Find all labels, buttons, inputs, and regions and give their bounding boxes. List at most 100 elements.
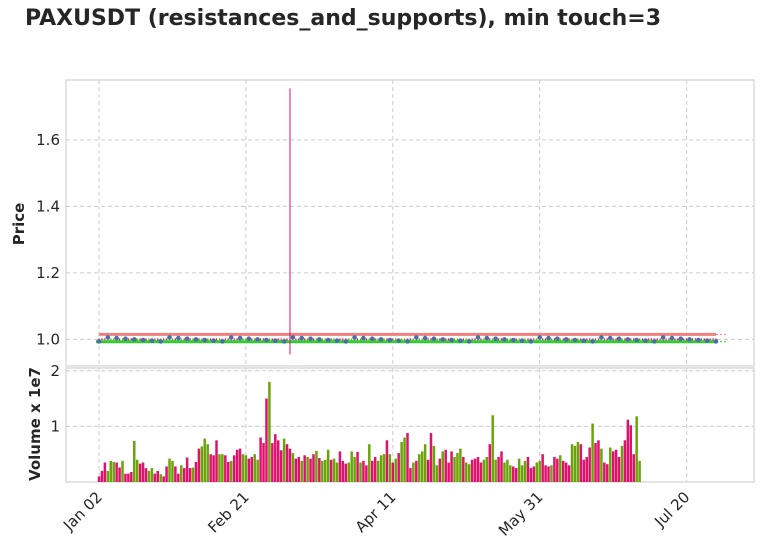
- volume-bar: [426, 459, 430, 482]
- price-axis-label: Price: [10, 203, 28, 246]
- touch-marker: [449, 337, 454, 343]
- volume-bar: [329, 459, 333, 482]
- volume-bar: [588, 447, 591, 482]
- volume-bar: [121, 460, 124, 482]
- volume-bar: [467, 464, 471, 482]
- volume-bar: [394, 458, 397, 482]
- volume-bar: [620, 445, 624, 482]
- volume-bar: [174, 466, 177, 482]
- volume-bar: [429, 433, 433, 482]
- x-tick-label: Apr 11: [352, 488, 400, 536]
- volume-bar: [491, 415, 494, 482]
- volume-bar: [479, 462, 483, 482]
- price-tick-label: 1.2: [36, 264, 60, 282]
- volume-bar: [406, 433, 409, 482]
- volume-bar: [265, 398, 268, 482]
- touch-marker: [140, 337, 146, 343]
- volume-bar: [97, 476, 101, 482]
- touch-marker: [669, 335, 675, 341]
- volume-bar: [409, 468, 412, 482]
- volume-bar: [359, 462, 362, 482]
- touch-marker: [458, 338, 463, 344]
- volume-bar: [553, 456, 556, 482]
- volume-bar: [638, 460, 641, 482]
- volume-bar: [150, 468, 154, 482]
- touch-marker: [369, 336, 375, 342]
- volume-bar: [350, 451, 353, 482]
- touch-marker: [317, 337, 322, 342]
- volume-bar: [347, 462, 350, 482]
- touch-marker: [96, 339, 102, 344]
- touch-marker: [361, 335, 366, 341]
- touch-marker: [502, 337, 507, 342]
- volume-bar: [229, 460, 233, 482]
- touch-marker: [405, 339, 410, 344]
- volume-bar: [362, 460, 365, 482]
- touch-marker: [158, 339, 163, 344]
- touch-marker: [414, 335, 419, 340]
- volume-bar: [168, 458, 171, 482]
- volume-bar: [338, 451, 342, 482]
- volume-bar: [623, 440, 627, 482]
- volume-bar: [576, 441, 580, 482]
- volume-bar: [262, 443, 265, 482]
- volume-bar: [597, 440, 600, 482]
- touch-marker: [422, 335, 428, 341]
- volume-bar: [188, 468, 192, 482]
- volume-bar: [180, 465, 183, 482]
- touch-marker: [281, 339, 287, 344]
- volume-bar: [323, 459, 327, 482]
- volume-panel: 12: [50, 362, 755, 483]
- volume-bar: [209, 454, 212, 482]
- volume-bar: [582, 459, 586, 482]
- volume-bar: [594, 443, 597, 482]
- volume-bar: [506, 459, 509, 482]
- volume-bar: [635, 416, 638, 482]
- touch-marker: [581, 338, 587, 344]
- volume-bar: [617, 456, 621, 482]
- touch-marker: [634, 337, 639, 343]
- volume-bar: [370, 460, 374, 482]
- touch-marker: [563, 337, 569, 342]
- volume-bar: [611, 451, 615, 482]
- touch-marker: [493, 336, 498, 342]
- volume-bar: [573, 445, 577, 482]
- touch-marker: [713, 339, 719, 344]
- volume-bar: [321, 460, 324, 482]
- price-tick-label: 1.6: [36, 131, 60, 149]
- touch-marker: [625, 337, 631, 342]
- volume-bar: [274, 434, 277, 482]
- volume-bar: [385, 440, 389, 482]
- volume-bar: [368, 444, 371, 482]
- touch-marker: [308, 336, 313, 342]
- touch-marker: [193, 337, 199, 342]
- volume-bar: [550, 465, 553, 482]
- volume-bar: [138, 463, 142, 482]
- touch-marker: [237, 335, 243, 341]
- volume-bar: [312, 454, 315, 482]
- volume-bar: [130, 471, 133, 482]
- volume-bar: [476, 456, 480, 482]
- volume-bar: [306, 456, 309, 482]
- touch-marker: [167, 335, 172, 340]
- volume-bar: [520, 465, 524, 482]
- touch-marker: [431, 336, 437, 342]
- volume-bar: [432, 445, 436, 482]
- volume-bar: [112, 461, 115, 482]
- volume-bar: [235, 449, 239, 482]
- touch-marker: [475, 335, 481, 340]
- volume-bar: [585, 456, 588, 482]
- volume-bar: [418, 454, 421, 482]
- volume-bar: [191, 467, 195, 482]
- volume-bar: [215, 440, 218, 482]
- volume-bar: [526, 456, 530, 482]
- volume-bar: [441, 451, 445, 482]
- volume-bar: [579, 444, 583, 482]
- volume-bar: [570, 444, 574, 482]
- volume-bar: [177, 473, 180, 482]
- volume-bar: [253, 454, 256, 482]
- volume-bar: [494, 459, 497, 482]
- volume-bar: [300, 460, 303, 482]
- touch-marker: [484, 335, 490, 341]
- volume-bar: [400, 441, 403, 482]
